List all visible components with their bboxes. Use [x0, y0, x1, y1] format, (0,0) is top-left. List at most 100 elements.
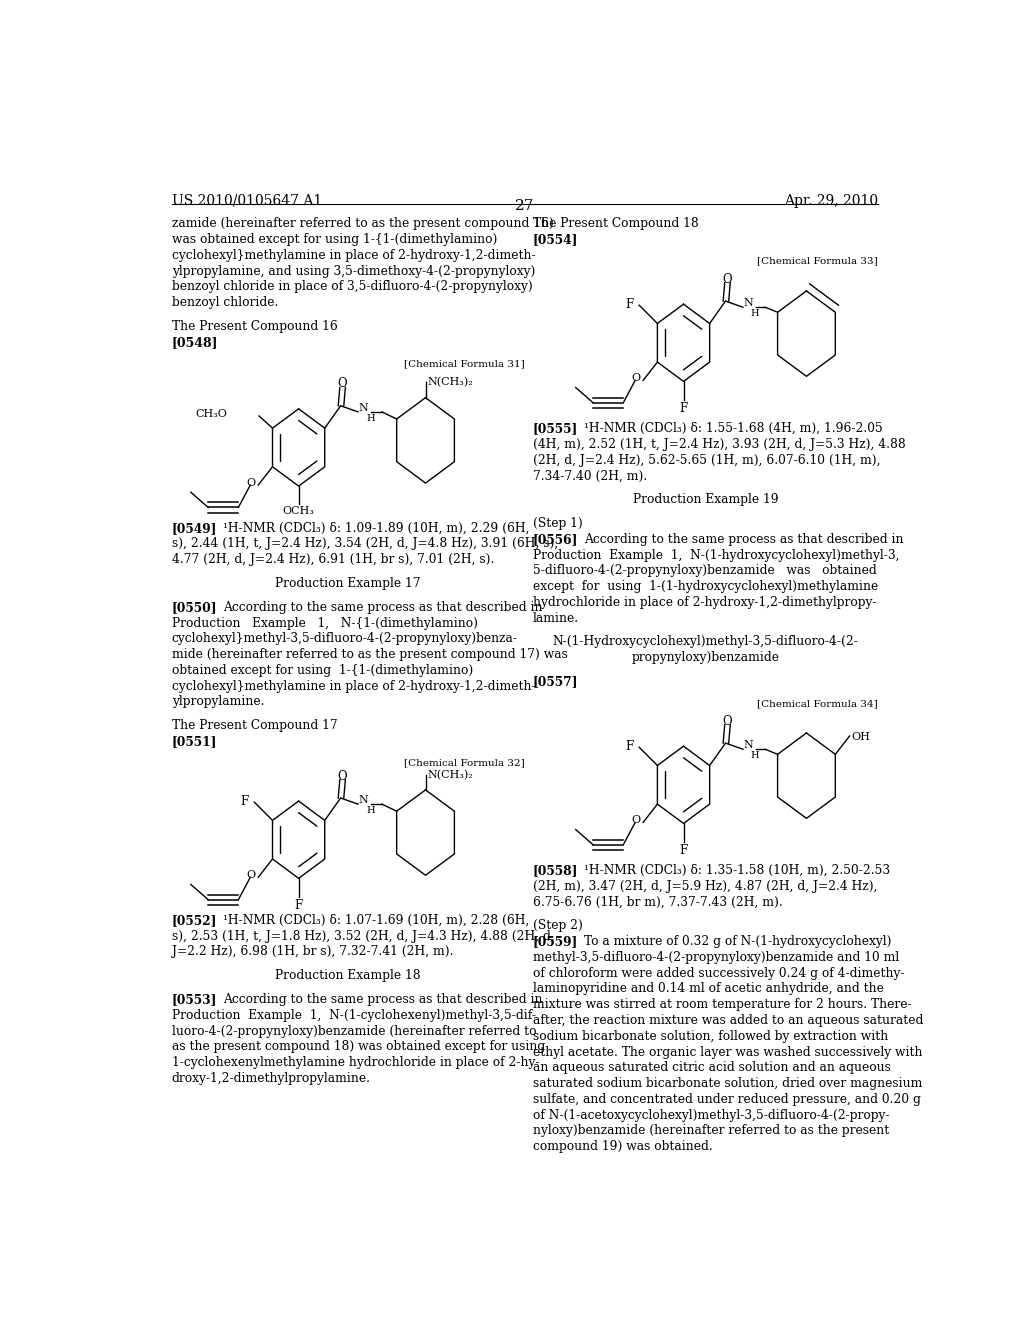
Text: [Chemical Formula 31]: [Chemical Formula 31] [404, 359, 524, 368]
Text: benzoyl chloride in place of 3,5-difluoro-4-(2-propynyloxy): benzoyl chloride in place of 3,5-difluor… [172, 280, 532, 293]
Text: N(CH₃)₂: N(CH₃)₂ [428, 770, 473, 780]
Text: lamine.: lamine. [532, 611, 579, 624]
Text: of N-(1-acetoxycyclohexyl)methyl-3,5-difluoro-4-(2-propy-: of N-(1-acetoxycyclohexyl)methyl-3,5-dif… [532, 1109, 889, 1122]
Text: ¹H-NMR (CDCl₃) δ: 1.35-1.58 (10H, m), 2.50-2.53: ¹H-NMR (CDCl₃) δ: 1.35-1.58 (10H, m), 2.… [585, 865, 891, 876]
Text: F: F [626, 741, 634, 754]
Text: of chloroform were added successively 0.24 g of 4-dimethy-: of chloroform were added successively 0.… [532, 966, 904, 979]
Text: [0556]: [0556] [532, 533, 579, 546]
Text: N: N [743, 298, 754, 308]
Text: was obtained except for using 1-{1-(dimethylamino): was obtained except for using 1-{1-(dime… [172, 234, 497, 246]
Text: The Present Compound 18: The Present Compound 18 [532, 218, 698, 231]
Text: O: O [337, 378, 347, 391]
Text: [0555]: [0555] [532, 422, 578, 436]
Text: 1-cyclohexenylmethylamine hydrochloride in place of 2-hy-: 1-cyclohexenylmethylamine hydrochloride … [172, 1056, 540, 1069]
Text: mide (hereinafter referred to as the present compound 17) was: mide (hereinafter referred to as the pre… [172, 648, 567, 661]
Text: N-(1-Hydroxycyclohexyl)methyl-3,5-difluoro-4-(2-: N-(1-Hydroxycyclohexyl)methyl-3,5-difluo… [552, 635, 858, 648]
Text: H: H [366, 807, 375, 816]
Text: Production  Example  1,  N-(1-hydroxycyclohexyl)methyl-3,: Production Example 1, N-(1-hydroxycycloh… [532, 549, 899, 561]
Text: N: N [358, 403, 369, 413]
Text: [0557]: [0557] [532, 675, 579, 688]
Text: as the present compound 18) was obtained except for using: as the present compound 18) was obtained… [172, 1040, 545, 1053]
Text: after, the reaction mixture was added to an aqueous saturated: after, the reaction mixture was added to… [532, 1014, 923, 1027]
Text: ethyl acetate. The organic layer was washed successively with: ethyl acetate. The organic layer was was… [532, 1045, 923, 1059]
Text: N: N [743, 741, 754, 750]
Text: F: F [241, 795, 249, 808]
Text: s), 2.44 (1H, t, J=2.4 Hz), 3.54 (2H, d, J=4.8 Hz), 3.91 (6H, s),: s), 2.44 (1H, t, J=2.4 Hz), 3.54 (2H, d,… [172, 537, 558, 550]
Text: (2H, d, J=2.4 Hz), 5.62-5.65 (1H, m), 6.07-6.10 (1H, m),: (2H, d, J=2.4 Hz), 5.62-5.65 (1H, m), 6.… [532, 454, 881, 466]
Text: O: O [722, 714, 732, 727]
Text: H: H [366, 414, 375, 422]
Text: (4H, m), 2.52 (1H, t, J=2.4 Hz), 3.93 (2H, d, J=5.3 Hz), 4.88: (4H, m), 2.52 (1H, t, J=2.4 Hz), 3.93 (2… [532, 438, 905, 451]
Text: propynyloxy)benzamide: propynyloxy)benzamide [632, 651, 779, 664]
Text: methyl-3,5-difluoro-4-(2-propynyloxy)benzamide and 10 ml: methyl-3,5-difluoro-4-(2-propynyloxy)ben… [532, 950, 899, 964]
Text: 7.34-7.40 (2H, m).: 7.34-7.40 (2H, m). [532, 470, 647, 482]
Text: F: F [626, 298, 634, 312]
Text: (2H, m), 3.47 (2H, d, J=5.9 Hz), 4.87 (2H, d, J=2.4 Hz),: (2H, m), 3.47 (2H, d, J=5.9 Hz), 4.87 (2… [532, 880, 878, 892]
Text: luoro-4-(2-propynyloxy)benzamide (hereinafter referred to: luoro-4-(2-propynyloxy)benzamide (herein… [172, 1024, 537, 1038]
Text: ¹H-NMR (CDCl₃) δ: 1.55-1.68 (4H, m), 1.96-2.05: ¹H-NMR (CDCl₃) δ: 1.55-1.68 (4H, m), 1.9… [585, 422, 883, 436]
Text: [Chemical Formula 32]: [Chemical Formula 32] [404, 759, 524, 768]
Text: H: H [751, 309, 760, 318]
Text: (Step 1): (Step 1) [532, 517, 583, 531]
Text: an aqueous saturated citric acid solution and an aqueous: an aqueous saturated citric acid solutio… [532, 1061, 891, 1074]
Text: 6.75-6.76 (1H, br m), 7.37-7.43 (2H, m).: 6.75-6.76 (1H, br m), 7.37-7.43 (2H, m). [532, 895, 782, 908]
Text: droxy-1,2-dimethylpropylamine.: droxy-1,2-dimethylpropylamine. [172, 1072, 371, 1085]
Text: F: F [679, 401, 688, 414]
Text: cyclohexyl}methyl-3,5-difluoro-4-(2-propynyloxy)benza-: cyclohexyl}methyl-3,5-difluoro-4-(2-prop… [172, 632, 518, 645]
Text: N: N [358, 795, 369, 805]
Text: obtained except for using  1-{1-(dimethylamino): obtained except for using 1-{1-(dimethyl… [172, 664, 473, 677]
Text: [Chemical Formula 34]: [Chemical Formula 34] [757, 698, 878, 708]
Text: Production  Example  1,  N-(1-cyclohexenyl)methyl-3,5-dif-: Production Example 1, N-(1-cyclohexenyl)… [172, 1008, 536, 1022]
Text: F: F [679, 843, 688, 857]
Text: hydrochloride in place of 2-hydroxy-1,2-dimethylpropy-: hydrochloride in place of 2-hydroxy-1,2-… [532, 595, 877, 609]
Text: [0559]: [0559] [532, 936, 578, 948]
Text: O: O [337, 770, 347, 783]
Text: zamide (hereinafter referred to as the present compound 16): zamide (hereinafter referred to as the p… [172, 218, 553, 231]
Text: The Present Compound 16: The Present Compound 16 [172, 319, 337, 333]
Text: [0552]: [0552] [172, 913, 217, 927]
Text: O: O [247, 870, 256, 880]
Text: H: H [751, 751, 760, 760]
Text: To a mixture of 0.32 g of N-(1-hydroxycyclohexyl): To a mixture of 0.32 g of N-(1-hydroxycy… [585, 936, 892, 948]
Text: mixture was stirred at room temperature for 2 hours. There-: mixture was stirred at room temperature … [532, 998, 911, 1011]
Text: 5-difluoro-4-(2-propynyloxy)benzamide   was   obtained: 5-difluoro-4-(2-propynyloxy)benzamide wa… [532, 565, 877, 577]
Text: 4.77 (2H, d, J=2.4 Hz), 6.91 (1H, br s), 7.01 (2H, s).: 4.77 (2H, d, J=2.4 Hz), 6.91 (1H, br s),… [172, 553, 494, 566]
Text: O: O [632, 816, 641, 825]
Text: benzoyl chloride.: benzoyl chloride. [172, 296, 279, 309]
Text: According to the same process as that described in: According to the same process as that de… [223, 601, 543, 614]
Text: Production Example 19: Production Example 19 [633, 494, 778, 506]
Text: Production   Example   1,   N-{1-(dimethylamino): Production Example 1, N-{1-(dimethylamin… [172, 616, 477, 630]
Text: [0549]: [0549] [172, 521, 217, 535]
Text: 27: 27 [515, 199, 535, 213]
Text: cyclohexyl}methylamine in place of 2-hydroxy-1,2-dimeth-: cyclohexyl}methylamine in place of 2-hyd… [172, 680, 536, 693]
Text: Production Example 18: Production Example 18 [275, 969, 421, 982]
Text: Production Example 17: Production Example 17 [275, 577, 421, 590]
Text: According to the same process as that described in: According to the same process as that de… [223, 993, 543, 1006]
Text: cyclohexyl}methylamine in place of 2-hydroxy-1,2-dimeth-: cyclohexyl}methylamine in place of 2-hyd… [172, 249, 536, 261]
Text: N(CH₃)₂: N(CH₃)₂ [428, 378, 473, 388]
Text: ylpropylamine.: ylpropylamine. [172, 696, 264, 709]
Text: According to the same process as that described in: According to the same process as that de… [585, 533, 904, 546]
Text: ¹H-NMR (CDCl₃) δ: 1.07-1.69 (10H, m), 2.28 (6H,: ¹H-NMR (CDCl₃) δ: 1.07-1.69 (10H, m), 2.… [223, 913, 529, 927]
Text: OH: OH [851, 733, 870, 742]
Text: except  for  using  1-(1-hydroxycyclohexyl)methylamine: except for using 1-(1-hydroxycyclohexyl)… [532, 579, 878, 593]
Text: The Present Compound 17: The Present Compound 17 [172, 719, 337, 733]
Text: [0548]: [0548] [172, 335, 218, 348]
Text: nyloxy)benzamide (hereinafter referred to as the present: nyloxy)benzamide (hereinafter referred t… [532, 1125, 889, 1138]
Text: sulfate, and concentrated under reduced pressure, and 0.20 g: sulfate, and concentrated under reduced … [532, 1093, 921, 1106]
Text: O: O [632, 374, 641, 383]
Text: saturated sodium bicarbonate solution, dried over magnesium: saturated sodium bicarbonate solution, d… [532, 1077, 922, 1090]
Text: [0558]: [0558] [532, 865, 579, 876]
Text: [0554]: [0554] [532, 234, 579, 246]
Text: ¹H-NMR (CDCl₃) δ: 1.09-1.89 (10H, m), 2.29 (6H,: ¹H-NMR (CDCl₃) δ: 1.09-1.89 (10H, m), 2.… [223, 521, 529, 535]
Text: compound 19) was obtained.: compound 19) was obtained. [532, 1140, 713, 1154]
Text: ylpropylamine, and using 3,5-dimethoxy-4-(2-propynyloxy): ylpropylamine, and using 3,5-dimethoxy-4… [172, 264, 535, 277]
Text: [0553]: [0553] [172, 993, 217, 1006]
Text: [Chemical Formula 33]: [Chemical Formula 33] [757, 256, 878, 265]
Text: F: F [295, 899, 303, 912]
Text: sodium bicarbonate solution, followed by extraction with: sodium bicarbonate solution, followed by… [532, 1030, 888, 1043]
Text: O: O [722, 273, 732, 285]
Text: J=2.2 Hz), 6.98 (1H, br s), 7.32-7.41 (2H, m).: J=2.2 Hz), 6.98 (1H, br s), 7.32-7.41 (2… [172, 945, 454, 958]
Text: [0551]: [0551] [172, 735, 217, 748]
Text: OCH₃: OCH₃ [283, 507, 314, 516]
